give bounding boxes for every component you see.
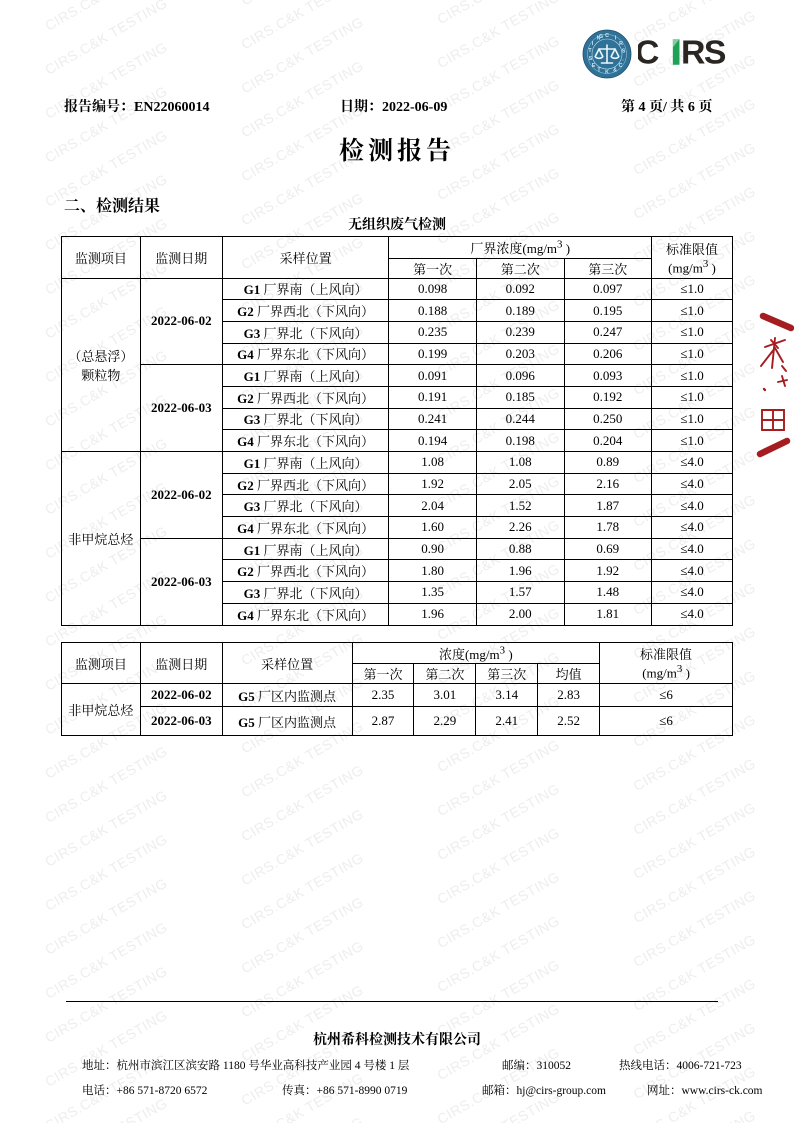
svg-text:C: C (605, 33, 609, 39)
svg-text:S: S (622, 49, 626, 55)
svg-text:E: E (592, 63, 596, 69)
svg-text:G: G (599, 34, 603, 40)
svg-text:C: C (619, 63, 623, 69)
svg-text:C: C (638, 34, 659, 72)
svg-text:K: K (605, 70, 609, 76)
svg-text:R: R (619, 41, 623, 47)
svg-text:S: S (589, 56, 593, 62)
svg-text:RS: RS (681, 34, 726, 72)
svg-text:&: & (613, 68, 617, 74)
